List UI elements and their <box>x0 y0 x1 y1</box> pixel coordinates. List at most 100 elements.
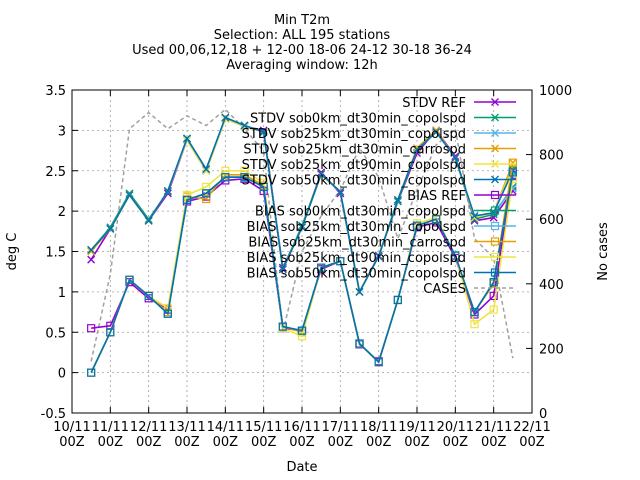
x-tick-label-date: 19/11 <box>398 420 435 435</box>
data-point <box>278 265 287 274</box>
x-tick-label-date: 20/11 <box>437 420 474 435</box>
y-tick-label: 3 <box>58 124 66 139</box>
y2-axis-label: No cases <box>596 222 611 281</box>
legend-label: BIAS sob25km_dt30min_carrospd <box>248 236 466 251</box>
y2-tick-label: 400 <box>539 278 564 293</box>
data-point <box>87 324 96 333</box>
legend-label: STDV REF <box>402 96 466 111</box>
data-point <box>87 245 96 254</box>
data-point <box>374 358 383 367</box>
chart-title-line: Min T2m <box>274 13 330 28</box>
data-point <box>87 368 96 377</box>
data-point <box>491 129 499 137</box>
data-point <box>106 328 115 337</box>
data-point <box>432 215 441 224</box>
x-tick-label-hour: 00Z <box>519 435 545 450</box>
x-tick-label-hour: 00Z <box>481 435 507 450</box>
data-point <box>470 211 479 220</box>
legend-label: STDV sob25km_dt30min_copolspd <box>242 127 466 142</box>
y-tick-label: 1.5 <box>45 246 66 261</box>
data-point <box>491 113 499 122</box>
data-point <box>259 127 268 136</box>
data-point <box>451 251 460 260</box>
x-tick-label-date: 10/11 <box>53 420 90 435</box>
x-tick-label-hour: 00Z <box>443 435 469 450</box>
chart-title-line: Selection: ALL 195 stations <box>214 28 391 43</box>
x-tick-label-date: 18/11 <box>360 420 397 435</box>
data-point <box>374 252 383 261</box>
data-point <box>490 206 500 215</box>
x-tick-label-date: 13/11 <box>168 420 205 435</box>
data-point <box>432 127 441 136</box>
y-axis-label: deg C <box>5 233 20 271</box>
data-point <box>297 332 307 341</box>
data-point <box>491 98 499 106</box>
data-point <box>202 194 211 204</box>
data-point <box>144 291 153 301</box>
data-point <box>336 187 345 196</box>
data-point <box>490 237 500 246</box>
data-point <box>489 305 498 314</box>
y2-tick-label: 200 <box>539 342 564 357</box>
series-line <box>90 172 514 373</box>
chart-title-line: Averaging window: 12h <box>226 58 378 73</box>
data-point <box>489 278 498 287</box>
data-point <box>491 144 499 153</box>
data-point <box>221 113 230 122</box>
data-point <box>125 275 134 284</box>
y-tick-label: 2 <box>58 205 66 220</box>
data-point <box>317 168 326 177</box>
data-point <box>87 255 96 264</box>
y-tick-label: 0.5 <box>45 326 66 341</box>
x-tick-label-date: 21/11 <box>475 420 512 435</box>
legend-label: BIAS sob25km_dt30min_copolspd <box>247 220 466 235</box>
data-point <box>240 173 249 182</box>
data-point <box>491 175 499 184</box>
y2-tick-label: 800 <box>539 149 564 164</box>
chart-title-line: Used 00,06,12,18 + 12-00 18-06 24-12 30-… <box>132 43 472 58</box>
data-point <box>336 257 345 266</box>
data-point <box>393 295 402 305</box>
data-point <box>355 339 364 348</box>
x-tick-label-date: 15/11 <box>245 420 282 435</box>
legend-label: STDV sob25km_dt90min_copolspd <box>242 158 466 173</box>
data-point <box>202 165 211 174</box>
y2-tick-label: 1000 <box>539 84 572 99</box>
x-tick-label-hour: 00Z <box>404 435 430 450</box>
data-point <box>490 221 500 231</box>
data-point <box>355 287 364 296</box>
x-tick-label-date: 12/11 <box>130 420 167 435</box>
x-tick-label-hour: 00Z <box>213 435 239 450</box>
data-point <box>278 322 287 331</box>
x-tick-label-date: 17/11 <box>322 420 359 435</box>
data-point <box>240 121 249 130</box>
x-tick-label-date: 16/11 <box>283 420 320 435</box>
data-point <box>182 190 192 200</box>
y-tick-label: 1 <box>58 286 66 301</box>
data-point <box>393 195 402 204</box>
x-axis: 10/1100Z11/1100Z12/1100Z13/1100Z14/1100Z… <box>53 90 551 450</box>
data-point <box>202 166 211 175</box>
x-tick-label-hour: 00Z <box>328 435 354 450</box>
data-point <box>163 309 172 318</box>
legend-label: BIAS REF <box>407 189 466 204</box>
data-point <box>259 182 268 191</box>
x-tick-label-hour: 00Z <box>98 435 124 450</box>
data-point <box>508 168 517 177</box>
series-11 <box>87 168 517 377</box>
data-point <box>490 190 500 200</box>
legend-label: BIAS sob0km_dt30min_copolspd <box>255 205 466 220</box>
data-point <box>125 189 134 198</box>
x-tick-label-date: 14/11 <box>207 420 244 435</box>
series-group <box>87 108 517 377</box>
legend-label: STDV sob50km_dt30min_copolspd <box>242 174 466 189</box>
x-tick-label-hour: 00Z <box>289 435 315 450</box>
y-tick-label: 3.5 <box>45 84 66 99</box>
data-point <box>106 224 115 233</box>
data-point <box>489 291 498 301</box>
y2-tick-label: 600 <box>539 213 564 228</box>
data-point <box>298 223 306 232</box>
